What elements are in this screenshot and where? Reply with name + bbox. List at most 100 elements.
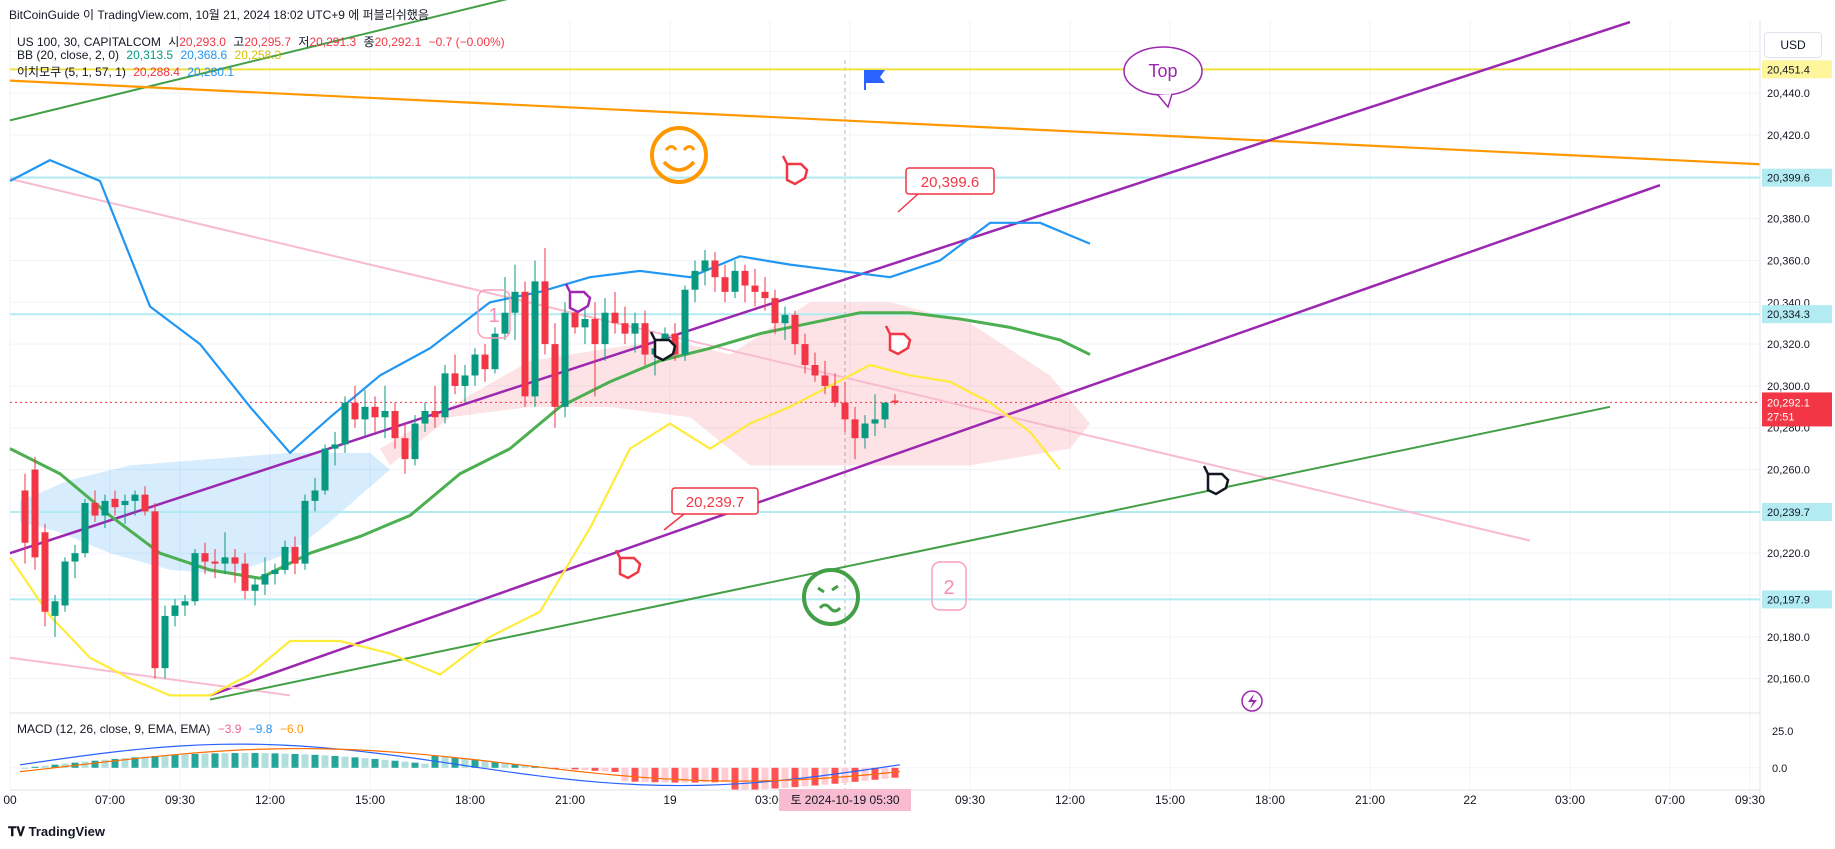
macd-hist-bar bbox=[261, 753, 269, 768]
last-price-label: 20,292.1 bbox=[1767, 397, 1810, 409]
macd-legend[interactable]: MACD (12, 26, close, 9, EMA, EMA) −3.9 −… bbox=[17, 722, 308, 736]
symbol-label[interactable]: US 100, 30, CAPITALCOM bbox=[17, 35, 161, 49]
candle-body bbox=[561, 312, 569, 407]
macd-hist-bar bbox=[41, 765, 49, 768]
wave-label-1-box bbox=[477, 289, 511, 339]
level-price-tag-label: 20,399.6 bbox=[1767, 173, 1810, 185]
currency-button[interactable]: USD bbox=[1764, 32, 1822, 58]
candle-body bbox=[471, 354, 479, 376]
candle-body bbox=[451, 373, 459, 386]
time-tick-label: 12:00 bbox=[255, 793, 285, 807]
candle-body bbox=[851, 419, 859, 439]
ichimoku-cloud bbox=[20, 302, 1090, 575]
macd-hist-bar bbox=[61, 763, 69, 768]
macd-hist-bar bbox=[461, 758, 469, 768]
candle-body bbox=[801, 344, 809, 365]
macd-hist-bar bbox=[621, 767, 629, 782]
price-tick-label: 20,300.0 bbox=[1767, 381, 1810, 393]
macd-hist-bar bbox=[191, 753, 199, 768]
bb-mid-value: 20,313.5 bbox=[126, 48, 174, 62]
candle-body bbox=[621, 323, 629, 334]
countdown-label: 27:51 bbox=[1767, 411, 1795, 423]
pointing-hand-icon-finger bbox=[614, 549, 622, 559]
macd-hist-bar bbox=[411, 762, 419, 768]
change-value: −0.7 (−0.00%) bbox=[428, 35, 505, 49]
high-label: 고 bbox=[233, 35, 245, 49]
level-price-tag-label: 20,239.7 bbox=[1767, 507, 1810, 519]
macd-hist-bar bbox=[331, 755, 339, 768]
price-tick-label: 20,320.0 bbox=[1767, 339, 1810, 351]
candle-body bbox=[31, 469, 39, 558]
bb-upper-value: 20,368.6 bbox=[180, 48, 228, 62]
macd-hist-bar bbox=[421, 763, 429, 768]
candle-body bbox=[301, 500, 309, 564]
macd-hist-bar bbox=[771, 767, 779, 789]
macd-hist-bar bbox=[401, 761, 409, 768]
time-highlight-label: 토 2024-10-19 05:30 bbox=[790, 793, 899, 807]
bb-legend[interactable]: BB (20, close, 2, 0) 20,313.5 20,368.6 2… bbox=[17, 48, 285, 62]
time-tick-label: 22 bbox=[1463, 793, 1477, 807]
macd-hist-bar bbox=[251, 753, 259, 768]
price-tick-label: 20,420.0 bbox=[1767, 130, 1810, 142]
candle-body bbox=[111, 498, 119, 508]
candle-body bbox=[381, 411, 389, 418]
candle-body bbox=[91, 503, 99, 516]
candle-body bbox=[871, 419, 879, 424]
candle-body bbox=[431, 411, 439, 418]
time-tick-label: 21:00 bbox=[555, 793, 585, 807]
macd-hist-bar bbox=[611, 767, 619, 772]
candle-body bbox=[101, 500, 109, 516]
macd-hist-bar bbox=[891, 767, 899, 778]
time-tick-label: 00 bbox=[3, 793, 17, 807]
top-callout-tail bbox=[1157, 93, 1173, 109]
trend-pink-lower bbox=[9, 656, 291, 697]
macd-line bbox=[19, 743, 901, 787]
candle-body bbox=[311, 490, 319, 501]
brand-label: TradingView bbox=[28, 824, 105, 839]
time-tick-label: 07:00 bbox=[95, 793, 125, 807]
candle-body bbox=[251, 584, 259, 591]
macd-hist-bar bbox=[831, 767, 839, 784]
candle-body bbox=[441, 373, 449, 418]
candle-body bbox=[171, 605, 179, 616]
candle-body bbox=[191, 553, 199, 602]
macd-signal-value: −6.0 bbox=[279, 722, 304, 736]
macd-hist-bar bbox=[511, 764, 519, 768]
price-axis[interactable]: 20,160.020,180.020,200.020,220.020,240.0… bbox=[1759, 20, 1832, 800]
price-tag-label: 20,239.7 bbox=[686, 494, 744, 511]
pointing-hand-icon bbox=[568, 290, 592, 314]
candle-body bbox=[61, 561, 69, 606]
price-tick-label: 20,360.0 bbox=[1767, 255, 1810, 267]
candle-body bbox=[491, 333, 499, 370]
macd-hist-bar bbox=[241, 753, 249, 768]
macd-hist-bar bbox=[391, 760, 399, 768]
candle-body bbox=[341, 402, 349, 445]
pointing-hand-icon bbox=[1206, 472, 1230, 496]
candle-body bbox=[691, 270, 699, 290]
price-tick-label: 20,260.0 bbox=[1767, 465, 1810, 477]
candle-body bbox=[231, 557, 239, 564]
ichimoku-legend[interactable]: 이치모쿠 (5, 1, 57, 1) 20,288.4 20,280.1 bbox=[17, 63, 238, 80]
macd-hist-bar bbox=[161, 755, 169, 768]
macd-hist-bar bbox=[671, 767, 679, 783]
ohlc-legend: US 100, 30, CAPITALCOM 시20,293.0 고20,295… bbox=[17, 33, 509, 50]
macd-hist-bar bbox=[711, 767, 719, 783]
candle-body bbox=[581, 319, 589, 328]
pointing-hand-icon-finger bbox=[884, 325, 892, 335]
macd-hist-bar bbox=[281, 753, 289, 768]
time-tick-label: 15:00 bbox=[355, 793, 385, 807]
time-axis[interactable]: 00 07:00 09:30 12:00 15:00 18:00 21:00 19 03:00 0… bbox=[3, 789, 1765, 811]
macd-hist-bar bbox=[121, 758, 129, 768]
candle-body bbox=[751, 285, 759, 292]
macd-hist-bar bbox=[781, 767, 789, 788]
macd-hist-bar bbox=[151, 755, 159, 768]
candle-body bbox=[81, 503, 89, 554]
candle-body bbox=[681, 289, 689, 355]
lightning-bolt bbox=[1248, 694, 1257, 709]
candle-body bbox=[401, 438, 409, 460]
level-price-tag-label: 20,197.9 bbox=[1767, 594, 1810, 606]
macd-hist-bar bbox=[131, 757, 139, 768]
smiley-face-icon bbox=[650, 126, 708, 184]
macd-hist-value: −3.9 bbox=[217, 722, 242, 736]
